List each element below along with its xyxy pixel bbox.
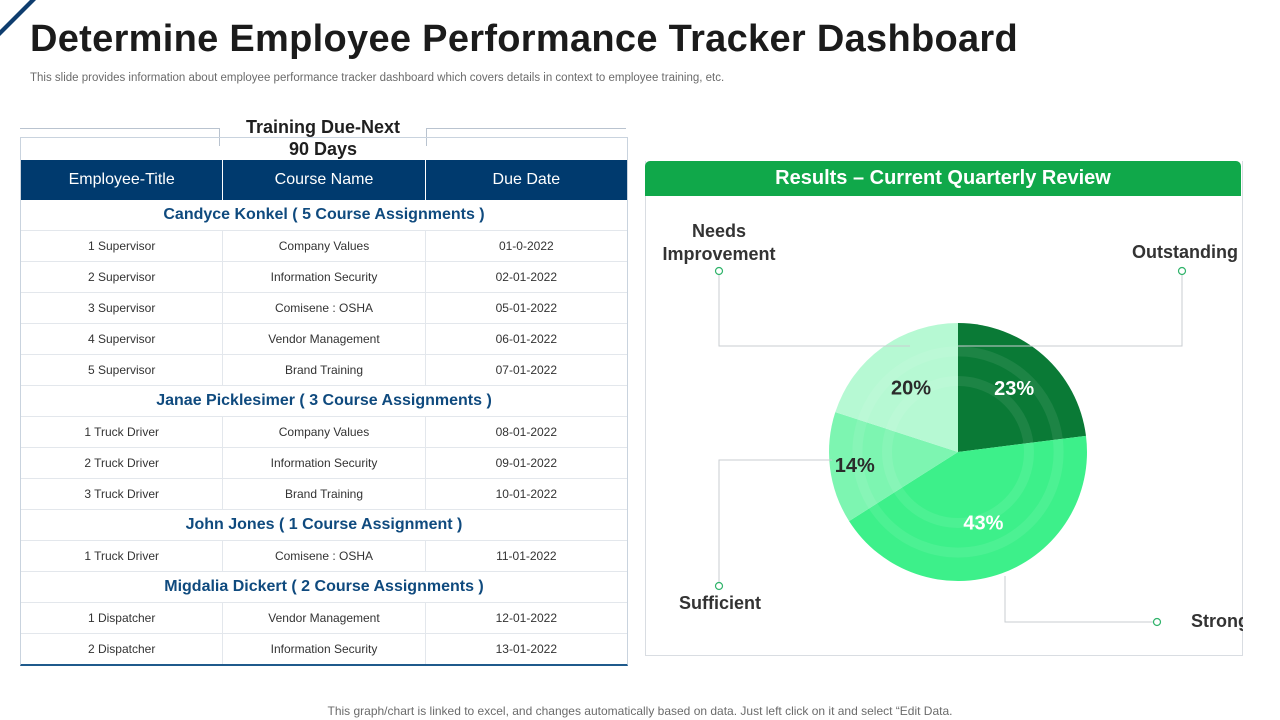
pie-slice-needs-improvement[interactable]: [835, 323, 958, 452]
cell-course-name: Company Values: [223, 231, 426, 261]
cell-employee-title: 2 Supervisor: [21, 262, 224, 292]
pie-value-label-outstanding: 23%: [994, 378, 1034, 400]
cell-employee-title: 1 Truck Driver: [21, 417, 224, 447]
page-title: Determine Employee Performance Tracker D…: [30, 18, 1019, 60]
cell-employee-title: 2 Truck Driver: [21, 448, 224, 478]
group-header-janae-picklesimer: Janae Picklesimer ( 3 Course Assignments…: [21, 386, 627, 417]
cell-due-date: 07-01-2022: [495, 363, 558, 377]
cell-employee-title: 1 Supervisor: [21, 231, 224, 261]
group-header-john-jones: John Jones ( 1 Course Assignment ): [21, 510, 627, 541]
training-table: Employee-Title Course Name Due Date Cand…: [20, 137, 628, 666]
cell-due-date: 12-01-2022: [495, 611, 558, 625]
pie-slice-sufficient[interactable]: [828, 412, 958, 522]
table-heading: Training Due-Next 90 Days: [222, 116, 424, 160]
footer-note: This graph/chart is linked to excel, and…: [327, 704, 953, 718]
cell-due-date: 10-01-2022: [495, 487, 558, 501]
cell-course-name: Information Security: [223, 262, 426, 292]
cell-due-date: 13-01-2022: [495, 642, 558, 656]
callout-dot-outstanding: [1177, 266, 1187, 276]
results-panel-title: Results – Current Quarterly Review: [645, 161, 1241, 196]
table-header-row: Employee-Title Course Name Due Date: [21, 160, 627, 200]
quarterly-review-pie-chart[interactable]: 23% 43% 14% 20% Outstanding Strong Sufficient N…: [645, 196, 1243, 656]
table-row: 4 Supervisor Vendor Management 06-01-202…: [21, 324, 627, 355]
table-heading-line1: Training Due-Next: [245, 117, 401, 137]
table-row: 5 Supervisor Brand Training 07-01-2022: [21, 355, 627, 386]
cell-employee-title: 2 Dispatcher: [21, 634, 224, 664]
column-header-due-date: Due Date: [492, 171, 561, 188]
results-panel: [645, 161, 1243, 656]
cell-due-date: 02-01-2022: [495, 270, 558, 284]
callout-dot-sufficient: [714, 581, 724, 591]
pie-inner-ring: [882, 376, 1034, 528]
callout-line-sufficient: [718, 459, 832, 586]
table-row: 1 Truck Driver Company Values 08-01-2022: [21, 417, 627, 448]
group-header-candyce-konkel: Candyce Konkel ( 5 Course Assignments ): [21, 200, 627, 231]
table-row: 3 Supervisor Comisene : OSHA 05-01-2022: [21, 293, 627, 324]
cell-employee-title: 1 Dispatcher: [21, 603, 224, 633]
cell-employee-title: 1 Truck Driver: [21, 541, 224, 571]
callout-line-needs-improvement: [718, 271, 910, 347]
table-heading-rule-left: [20, 128, 220, 139]
table-row: 1 Dispatcher Vendor Management 12-01-202…: [21, 603, 627, 634]
cell-course-name: Information Security: [223, 448, 426, 478]
table-row: 2 Truck Driver Information Security 09-0…: [21, 448, 627, 479]
cell-due-date: 05-01-2022: [495, 301, 558, 315]
pie-value-label-sufficient: 14%: [835, 455, 875, 477]
cell-course-name: Company Values: [223, 417, 426, 447]
cell-course-name: Brand Training: [223, 355, 426, 385]
pie-value-label-strong: 43%: [963, 513, 1003, 535]
table-row: 2 Supervisor Information Security 02-01-…: [21, 262, 627, 293]
column-header-course-name: Course Name: [223, 160, 426, 200]
pie-value-label-needs-improvement: 20%: [891, 377, 931, 399]
cell-course-name: Information Security: [223, 634, 426, 664]
cell-employee-title: 3 Supervisor: [21, 293, 224, 323]
table-top-spacer: [21, 137, 627, 160]
cell-course-name: Comisene : OSHA: [223, 293, 426, 323]
callout-dot-needs-improvement: [714, 266, 724, 276]
callout-line-strong: [1004, 576, 1157, 623]
cell-employee-title: 4 Supervisor: [21, 324, 224, 354]
callout-line-outstanding: [958, 271, 1183, 347]
table-heading-line2: 90 Days: [288, 139, 358, 159]
cell-course-name: Vendor Management: [223, 324, 426, 354]
pie-slice-strong[interactable]: [849, 435, 1087, 581]
cell-due-date: 06-01-2022: [495, 332, 558, 346]
cell-course-name: Vendor Management: [223, 603, 426, 633]
pie-inner-ring: [852, 346, 1064, 558]
cell-employee-title: 3 Truck Driver: [21, 479, 224, 509]
callout-label-outstanding: Outstanding: [1132, 242, 1238, 262]
table-row: 2 Dispatcher Information Security 13-01-…: [21, 634, 627, 664]
cell-due-date: 08-01-2022: [495, 425, 558, 439]
table-row: 1 Supervisor Company Values 01-0-2022: [21, 231, 627, 262]
pie-slice-outstanding[interactable]: [958, 323, 1086, 452]
page-subtitle: This slide provides information about em…: [30, 72, 725, 84]
callout-dot-strong: [1152, 617, 1162, 627]
cell-due-date: 09-01-2022: [495, 456, 558, 470]
cell-course-name: Comisene : OSHA: [223, 541, 426, 571]
callout-label-needs-improvement: Needs Improvement: [662, 221, 775, 264]
table-heading-rule-right: [426, 128, 626, 139]
callout-label-sufficient: Sufficient: [679, 593, 761, 613]
table-row: 1 Truck Driver Comisene : OSHA 11-01-202…: [21, 541, 627, 572]
column-header-employee-title: Employee-Title: [21, 160, 224, 200]
group-header-migdalia-dickert: Migdalia Dickert ( 2 Course Assignments …: [21, 572, 627, 603]
cell-due-date: 01-0-2022: [498, 239, 554, 253]
table-row: 3 Truck Driver Brand Training 10-01-2022: [21, 479, 627, 510]
cell-employee-title: 5 Supervisor: [21, 355, 224, 385]
corner-stripe-graphic: [0, 0, 36, 36]
cell-course-name: Brand Training: [223, 479, 426, 509]
cell-due-date: 11-01-2022: [496, 549, 557, 563]
callout-label-strong: Strong: [1191, 611, 1243, 631]
